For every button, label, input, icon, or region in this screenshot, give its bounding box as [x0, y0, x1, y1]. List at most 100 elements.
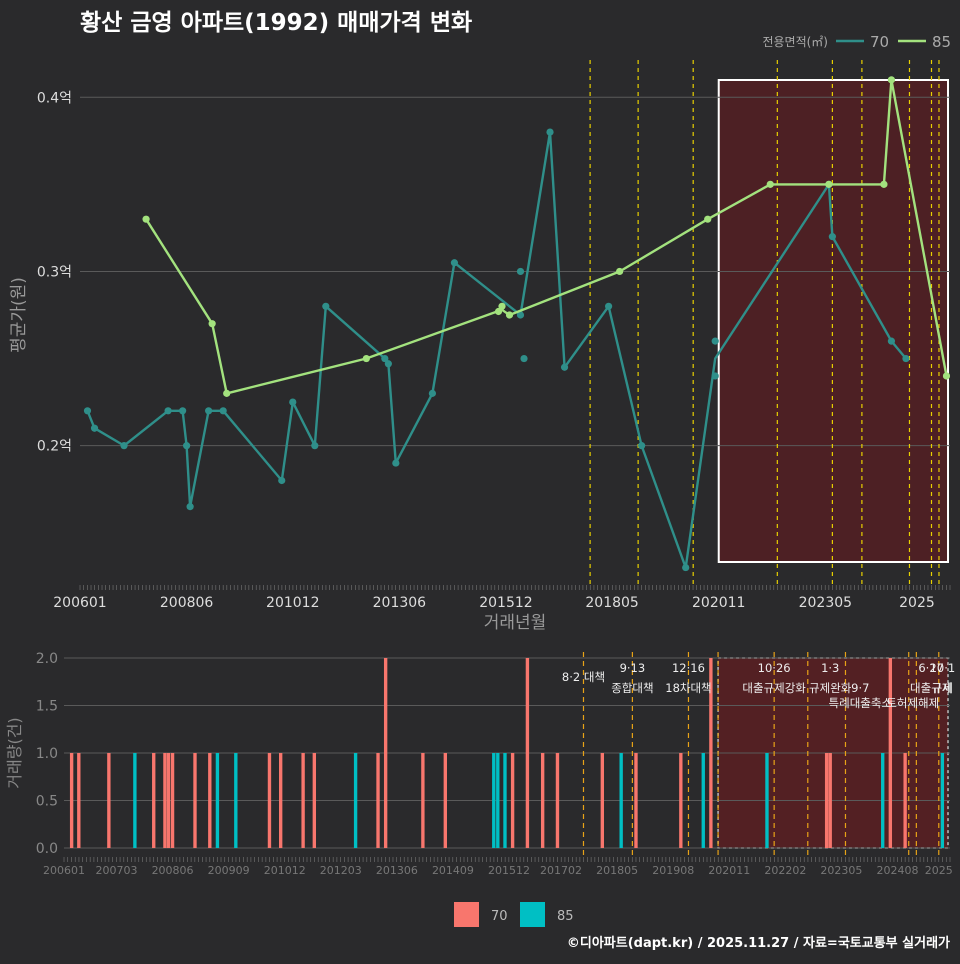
- bar-70: [301, 753, 305, 848]
- bar-70: [312, 753, 317, 848]
- bar-85: [215, 753, 220, 848]
- x-tick-label: 202011: [692, 595, 745, 611]
- data-point-70: [120, 442, 128, 450]
- bar-70: [77, 753, 81, 848]
- bar-70: [107, 753, 111, 848]
- footer-credit: ©디아파트(dapt.kr) / 2025.11.27 / 자료=국토교통부 실…: [567, 935, 950, 951]
- policy-annotation: 9·13: [620, 661, 646, 675]
- bar-70: [443, 753, 447, 848]
- y-tick-label: 0.2억: [37, 439, 72, 455]
- data-point-70: [887, 337, 896, 345]
- bar-85: [701, 753, 705, 848]
- bottom-legend: 70 85: [454, 902, 574, 927]
- x-tick-label: 201409: [432, 864, 474, 877]
- x-tick-label: 201012: [264, 864, 306, 877]
- data-point-70: [311, 442, 319, 450]
- y-axis-label: 거래량(건): [5, 717, 24, 788]
- bar-70: [193, 753, 197, 848]
- legend-label-70: 70: [491, 909, 508, 924]
- x-tick-label: 200601: [53, 595, 106, 611]
- y-tick-label: 0.3억: [37, 264, 72, 280]
- x-tick-label: 201306: [376, 864, 418, 877]
- data-point-85: [880, 180, 888, 188]
- legend-swatch-85: [520, 902, 545, 927]
- policy-annotation: 6·27: [918, 661, 944, 675]
- x-tick-label: 200703: [95, 864, 137, 877]
- bar-70: [525, 658, 530, 848]
- x-tick-label: 201908: [652, 864, 694, 877]
- price-chart: 0.2억 0.3억 0.4억 200601 200806 201012 201306 2015…: [9, 33, 951, 633]
- bar-70: [383, 658, 388, 848]
- bar-85: [881, 753, 885, 848]
- policy-annotation: 9·7: [851, 681, 869, 695]
- data-point-70: [546, 128, 554, 136]
- bar-85: [765, 753, 769, 848]
- bar-70: [376, 753, 380, 848]
- legend-label-70: 70: [870, 33, 889, 51]
- policy-annotation: 18차대책: [665, 681, 711, 695]
- bar-70: [634, 753, 638, 848]
- highlight-box: [717, 79, 950, 563]
- data-point-85: [942, 372, 951, 380]
- data-point-70: [605, 302, 613, 310]
- x-tick-label: 202408: [877, 864, 919, 877]
- bar-85: [133, 753, 137, 848]
- legend-label-85: 85: [932, 33, 951, 51]
- data-point-70: [164, 407, 172, 415]
- x-tick-label: 202305: [820, 864, 862, 877]
- bar-70: [163, 753, 167, 848]
- data-point-70: [428, 389, 437, 397]
- data-point-70: [219, 407, 227, 415]
- data-point-70: [516, 311, 525, 319]
- bar-85: [940, 753, 945, 848]
- x-tick-label: 202305: [799, 595, 852, 611]
- y-tick-label: 0.5: [36, 794, 58, 810]
- data-point-70: [520, 354, 528, 363]
- data-point-70: [682, 563, 690, 572]
- data-point-70: [711, 372, 719, 380]
- bar-70: [152, 753, 156, 848]
- x-tick-label: 201306: [373, 595, 427, 611]
- legend-label-85: 85: [557, 909, 574, 924]
- bar-85: [353, 753, 358, 848]
- policy-annotation: 대출규제: [910, 681, 952, 695]
- bar-70: [679, 753, 683, 848]
- data-point-70: [638, 442, 646, 450]
- data-point-85: [223, 389, 231, 397]
- y-axis-label: 평균가(원): [9, 277, 29, 353]
- policy-annotation: 특례대출축소: [829, 696, 892, 710]
- bar-70: [166, 753, 171, 848]
- legend-swatch-70: [454, 902, 479, 927]
- data-point-85: [505, 311, 514, 319]
- bar-70: [888, 658, 893, 848]
- x-tick-label: 2025: [925, 864, 953, 877]
- legend-title: 전용면적(㎡): [762, 35, 828, 49]
- x-tick-label: 201512: [488, 864, 530, 877]
- data-point-70: [828, 233, 836, 241]
- bar-70: [600, 753, 605, 848]
- data-point-70: [322, 302, 330, 310]
- bar-70: [278, 753, 283, 848]
- data-point-70: [289, 398, 297, 406]
- data-point-85: [887, 76, 896, 84]
- y-tick-label: 1.5: [36, 699, 58, 715]
- bar-70: [555, 753, 560, 848]
- bar-70: [540, 753, 545, 848]
- data-point-70: [711, 337, 719, 345]
- bar-70: [170, 753, 175, 848]
- x-tick-label: 201805: [585, 595, 638, 611]
- x-axis-label: 거래년월: [484, 613, 547, 633]
- data-point-70: [186, 503, 194, 511]
- bar-70: [828, 753, 832, 848]
- volume-chart: 0.0 0.5 1.0 1.5 2.0 거래량(건) 8·2 대책 9·13 종합대책 12·16…: [5, 651, 955, 877]
- data-point-70: [90, 424, 99, 432]
- bar-85: [496, 753, 500, 848]
- data-point-70: [381, 354, 389, 363]
- data-point-70: [183, 442, 191, 450]
- bar-85: [619, 753, 623, 848]
- x-tick-label: 202202: [764, 864, 806, 877]
- x-tick-label: 202011: [708, 864, 750, 877]
- data-point-85: [616, 267, 624, 276]
